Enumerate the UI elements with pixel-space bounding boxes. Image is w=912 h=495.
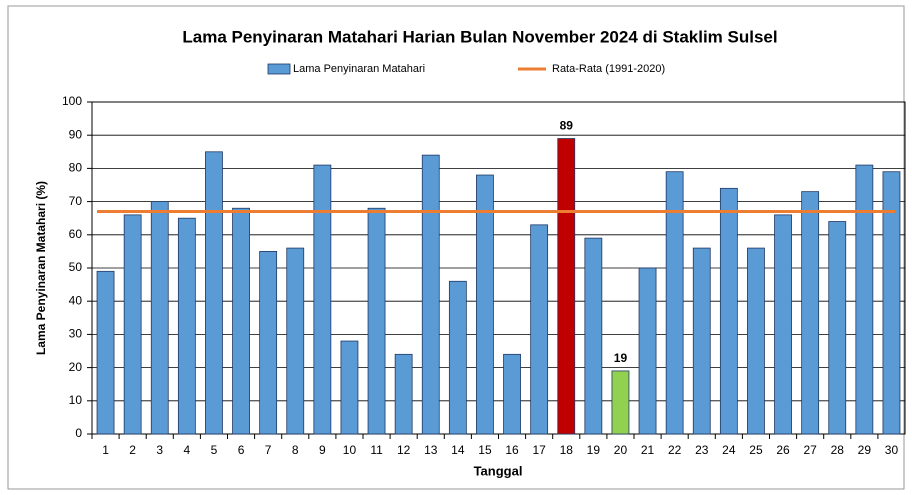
- x-tick-label: 1: [102, 443, 109, 457]
- data-label: 19: [614, 351, 628, 365]
- bar: [205, 151, 223, 435]
- y-tick-label: 100: [62, 94, 82, 108]
- x-tick-label: 15: [478, 443, 492, 457]
- legend-label: Lama Penyinaran Matahari: [293, 63, 425, 75]
- x-tick-label: 17: [532, 443, 546, 457]
- x-tick-label: 22: [668, 443, 682, 457]
- y-axis-label: Lama Penyinaran Matahari (%): [34, 181, 48, 355]
- legend-label: Rata-Rata (1991-2020): [552, 63, 665, 75]
- bar: [448, 280, 467, 435]
- x-axis-label: Tanggal: [474, 463, 523, 478]
- bar: [394, 353, 413, 435]
- y-tick-label: 80: [69, 161, 83, 175]
- bar: [232, 207, 250, 435]
- x-tick-label: 21: [641, 443, 655, 457]
- bar: [692, 247, 711, 435]
- bar: [340, 340, 359, 435]
- bar: [259, 250, 278, 435]
- bar: [476, 174, 494, 435]
- x-tick-label: 10: [343, 443, 357, 457]
- y-tick-label: 30: [69, 327, 83, 341]
- x-tick-label: 3: [156, 443, 163, 457]
- bar: [665, 171, 684, 435]
- x-tick-label: 6: [238, 443, 245, 457]
- x-tick-label: 25: [749, 443, 763, 457]
- chart-title: Lama Penyinaran Matahari Harian Bulan No…: [182, 27, 777, 46]
- bar: [719, 187, 738, 435]
- bar: [774, 214, 792, 435]
- legend-swatch: [267, 63, 291, 75]
- y-tick-label: 0: [75, 426, 82, 440]
- bar: [421, 154, 440, 435]
- x-tick-label: 2: [129, 443, 136, 457]
- bar: [828, 221, 847, 435]
- bar: [557, 138, 576, 435]
- x-tick-label: 26: [776, 443, 790, 457]
- bar: [530, 224, 549, 435]
- bar: [286, 247, 305, 435]
- x-tick-label: 11: [370, 443, 383, 457]
- bar: [96, 270, 115, 435]
- x-tick-label: 27: [803, 443, 817, 457]
- x-tick-label: 18: [560, 443, 574, 457]
- x-tick-label: 4: [184, 443, 191, 457]
- y-tick-label: 70: [69, 194, 83, 208]
- bar: [747, 247, 765, 435]
- bar: [313, 164, 332, 435]
- bar: [638, 267, 657, 435]
- y-tick-label: 90: [69, 127, 83, 141]
- bar: [855, 164, 874, 435]
- bar: [123, 214, 142, 435]
- y-tick-label: 50: [69, 260, 83, 274]
- bar: [882, 171, 901, 435]
- bar: [801, 191, 820, 435]
- bar: [150, 201, 169, 435]
- x-tick-label: 7: [265, 443, 272, 457]
- bar: [367, 207, 386, 435]
- x-tick-label: 20: [614, 443, 628, 457]
- x-tick-label: 14: [451, 443, 465, 457]
- x-tick-label: 30: [885, 443, 899, 457]
- x-tick-label: 13: [424, 443, 438, 457]
- x-tick-label: 16: [505, 443, 519, 457]
- y-tick-label: 40: [69, 293, 83, 307]
- bar: [177, 217, 196, 435]
- bar: [611, 370, 630, 435]
- data-label: 89: [560, 119, 574, 133]
- y-tick-label: 10: [69, 393, 83, 407]
- x-tick-label: 19: [587, 443, 601, 457]
- bar: [503, 353, 521, 435]
- y-tick-label: 60: [69, 227, 83, 241]
- x-tick-label: 28: [831, 443, 845, 457]
- x-tick-label: 23: [695, 443, 709, 457]
- x-tick-label: 24: [722, 443, 736, 457]
- x-tick-label: 29: [858, 443, 872, 457]
- bar: [584, 237, 603, 435]
- x-tick-label: 9: [319, 443, 326, 457]
- y-tick-label: 20: [69, 360, 83, 374]
- x-tick-label: 12: [397, 443, 411, 457]
- x-tick-label: 5: [211, 443, 218, 457]
- x-tick-label: 8: [292, 443, 299, 457]
